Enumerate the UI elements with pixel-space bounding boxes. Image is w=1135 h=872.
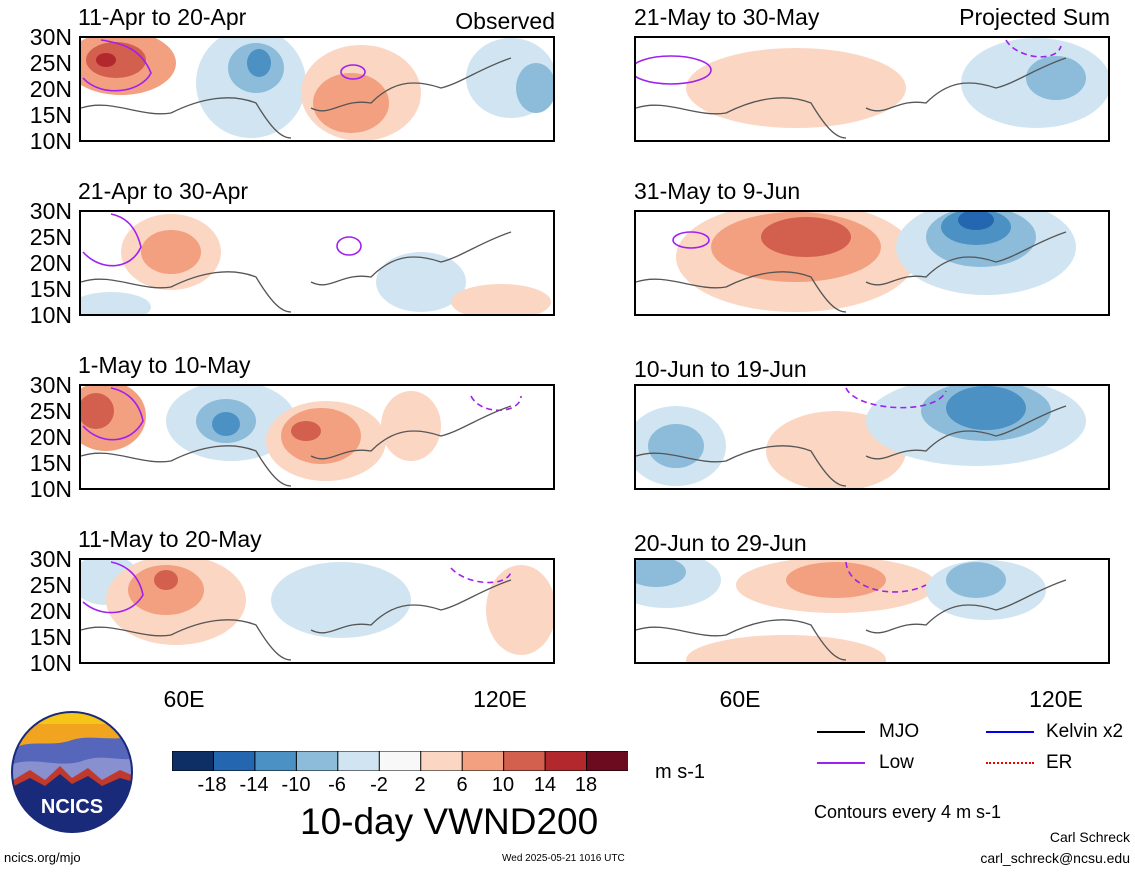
colorbar-swatch	[586, 750, 629, 772]
lon-label: 60E	[719, 686, 761, 712]
legend-label-low: Low	[879, 752, 914, 773]
map-panel-left-1	[79, 36, 555, 142]
footer-timestamp: Wed 2025-05-21 1016 UTC	[502, 853, 625, 864]
lat-label: 25N	[29, 224, 72, 250]
colorbar-label: -18	[197, 774, 227, 796]
lon-label: 120E	[1029, 686, 1083, 712]
lat-label: 15N	[29, 102, 72, 128]
projected-sum-label: Projected Sum	[959, 4, 1110, 30]
panel-title-6: 31-May to 9-Jun	[634, 178, 801, 204]
footer-author: Carl Schreck	[1049, 829, 1130, 845]
map-panel-left-2	[79, 210, 555, 316]
colorbar-label: -14	[239, 774, 269, 796]
colorbar-swatch	[337, 750, 381, 772]
colorbar-label: 10	[491, 774, 515, 796]
colorbar-swatch	[212, 750, 256, 772]
map-panel-left-4	[79, 558, 555, 664]
footer-site: ncics.org/mjo	[4, 850, 81, 865]
lat-label: 25N	[29, 50, 72, 76]
lat-label: 25N	[29, 398, 72, 424]
lat-label: 15N	[29, 276, 72, 302]
colorbar-label: 18	[574, 774, 598, 796]
panel-title-1: 11-Apr to 20-Apr	[78, 4, 247, 30]
lat-label: 15N	[29, 624, 72, 650]
colorbar-swatch	[420, 750, 464, 772]
lat-label: 15N	[29, 450, 72, 476]
colorbar-swatch	[503, 750, 547, 772]
map-panel-right-3	[634, 384, 1110, 490]
lat-label: 20N	[29, 424, 72, 450]
colorbar-swatch	[461, 750, 505, 772]
observed-label: Observed	[455, 8, 555, 34]
lat-label: 20N	[29, 598, 72, 624]
legend-line-low	[817, 762, 865, 764]
panel-title-8: 20-Jun to 29-Jun	[634, 530, 807, 556]
colorbar-label: 14	[533, 774, 557, 796]
lat-label: 10N	[29, 650, 72, 676]
legend-line-er	[986, 762, 1034, 764]
legend-line-mjo	[817, 731, 865, 733]
panel-title-7: 10-Jun to 19-Jun	[634, 356, 807, 382]
lat-label: 10N	[29, 128, 72, 154]
map-panel-left-3	[79, 384, 555, 490]
colorbar-label: 2	[414, 774, 426, 796]
legend-label-kelvin: Kelvin x2	[1046, 721, 1124, 742]
ncics-logo: NCICS	[10, 710, 134, 834]
panel-title-3: 1-May to 10-May	[78, 352, 251, 378]
colorbar-label: -2	[370, 774, 388, 796]
panel-title-4: 11-May to 20-May	[78, 526, 262, 552]
lat-label: 10N	[29, 476, 72, 502]
colorbar-swatch	[295, 750, 339, 772]
legend-label-mjo: MJO	[879, 721, 920, 742]
lat-label: 30N	[29, 198, 72, 224]
legend-label-er: ER	[1046, 752, 1073, 773]
lat-label: 25N	[29, 572, 72, 598]
lon-label: 120E	[473, 686, 527, 712]
map-panel-right-4	[634, 558, 1110, 664]
colorbar-swatch	[378, 750, 422, 772]
main-title: 10-day VWND200	[300, 801, 599, 842]
colorbar-swatch	[254, 750, 298, 772]
legend-line-kelvin	[986, 731, 1034, 733]
colorbar-swatch	[544, 750, 588, 772]
lon-label: 60E	[163, 686, 205, 712]
map-panel-right-1	[634, 36, 1110, 142]
colorbar-units: m s-1	[655, 761, 705, 783]
footer-email: carl_schreck@ncsu.edu	[980, 850, 1130, 866]
lat-label: 20N	[29, 250, 72, 276]
lat-label: 20N	[29, 76, 72, 102]
colorbar	[171, 750, 629, 772]
colorbar-label: -6	[328, 774, 346, 796]
panel-title-2: 21-Apr to 30-Apr	[78, 178, 249, 204]
logo-text: NCICS	[41, 796, 103, 818]
panel-title-5: 21-May to 30-May	[634, 4, 820, 30]
lat-label: 10N	[29, 302, 72, 328]
colorbar-swatch	[171, 750, 215, 772]
map-panel-right-2	[634, 210, 1110, 316]
lat-label: 30N	[29, 372, 72, 398]
colorbar-label: 6	[456, 774, 468, 796]
lat-label: 30N	[29, 24, 72, 50]
contour-note: Contours every 4 m s-1	[814, 802, 1002, 822]
lat-label: 30N	[29, 546, 72, 572]
colorbar-label: -10	[281, 774, 311, 796]
